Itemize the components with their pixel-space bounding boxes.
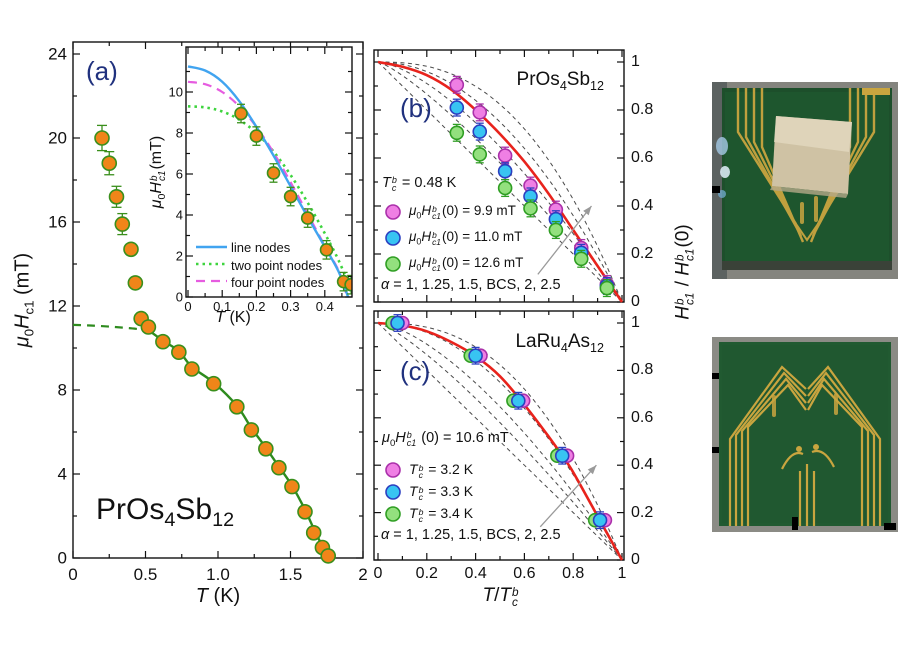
scale-mark: [712, 186, 720, 193]
chip-marking: [834, 393, 838, 415]
legend-swatch: [385, 256, 401, 272]
gold-pad: [862, 88, 890, 95]
scale-mark: [712, 447, 719, 453]
panel-c-plot: [373, 310, 625, 561]
scale-mark: [792, 517, 798, 530]
chip-marking: [772, 395, 776, 417]
panel-b-plot: [373, 49, 625, 303]
gold-traces: [728, 365, 882, 526]
solder-blob: [716, 137, 728, 155]
panel-a-inset-plot: [185, 46, 353, 298]
photo-bare-chip: [712, 337, 898, 532]
chip-marking: [814, 196, 818, 222]
panel-a-plot: [72, 41, 364, 564]
legend-swatch: [385, 230, 401, 246]
chip-marking: [800, 202, 804, 224]
legend-swatch: [385, 506, 401, 522]
scale-mark: [884, 523, 896, 530]
sample-shadow: [770, 186, 848, 198]
gold-pad: [813, 444, 819, 450]
pcb-surface: [722, 345, 888, 523]
gold-pad: [796, 446, 802, 452]
pcb-shadow-edge: [722, 261, 892, 270]
legend-swatch: [385, 462, 401, 478]
legend-swatch: [385, 484, 401, 500]
solder-blob: [720, 166, 730, 178]
legend-swatch: [385, 204, 401, 220]
photo-sample-on-chip: [712, 82, 898, 279]
sample-highlight: [774, 116, 852, 152]
scale-mark: [712, 373, 719, 379]
